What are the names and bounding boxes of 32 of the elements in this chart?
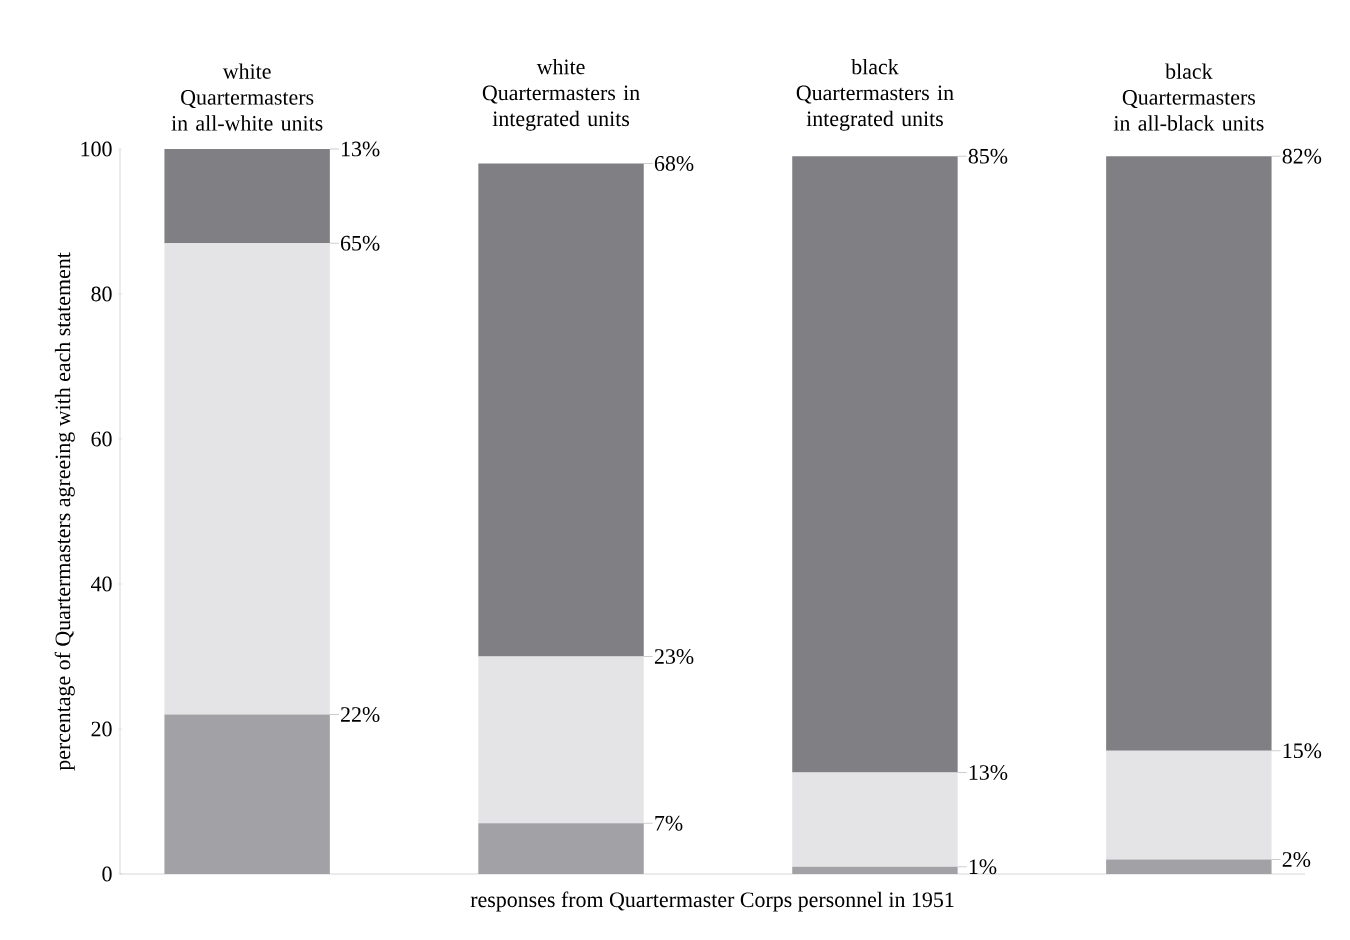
y-axis-title: percentage of Quartermasters agreeing with each statement	[54, 252, 75, 771]
data-label: 2%	[1282, 852, 1311, 867]
bar	[792, 772, 958, 867]
x-tick-label: white Quartermasters in integrated units	[482, 58, 640, 131]
data-label: 85%	[968, 148, 1008, 164]
y-tick-label: 100	[81, 141, 112, 157]
x-tick-label: black Quartermasters in all-black units	[1113, 63, 1264, 131]
data-label: 82%	[1282, 148, 1322, 164]
bar	[1106, 750, 1272, 860]
y-tick-label: 60	[91, 431, 112, 447]
bar	[164, 243, 330, 715]
y-tick-label: 0	[102, 866, 112, 882]
data-label: 13%	[341, 141, 380, 157]
data-label: 1%	[969, 859, 997, 875]
bar	[478, 656, 644, 824]
y-tick-label: 40	[91, 576, 112, 592]
x-axis-title: responses from Quartermaster Corps personnel in 1951	[470, 891, 954, 912]
y-tick-label: 20	[91, 721, 112, 737]
data-label: 22%	[341, 707, 380, 722]
bar	[164, 714, 330, 874]
x-tick-label: white Quartermasters in all-white units	[171, 63, 323, 131]
bar	[792, 866, 958, 874]
data-label: 13%	[969, 765, 1008, 780]
x-tick-label: black Quartermasters in integrated units	[796, 58, 954, 131]
data-label: 65%	[340, 235, 380, 251]
data-label: 68%	[654, 156, 694, 171]
bar	[478, 823, 644, 874]
data-label: 23%	[654, 649, 694, 664]
data-label: 15%	[1283, 743, 1322, 759]
y-tick-label: 80	[91, 286, 112, 302]
data-label: 7%	[655, 815, 683, 831]
bar	[1106, 859, 1272, 874]
